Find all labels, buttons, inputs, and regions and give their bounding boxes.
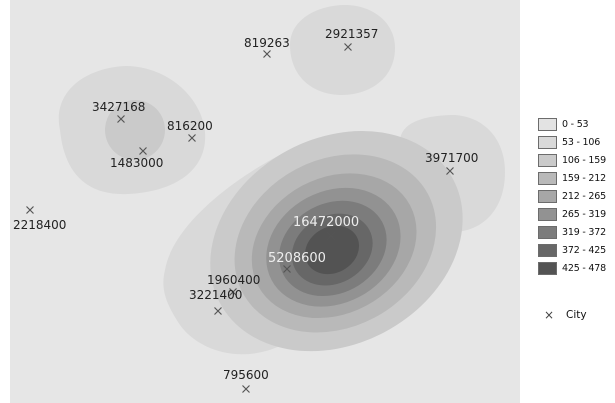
legend-label: 106 - 159 — [562, 154, 606, 166]
city-population-label: 819263 — [244, 36, 290, 50]
city: 795600 — [223, 368, 269, 393]
legend-swatch — [538, 117, 557, 131]
city-layer: 2921357 819263 3427168 816200 1483000 3971700… — [13, 27, 478, 393]
legend-label: 265 - 319 — [562, 209, 606, 221]
density-zone-53-106 — [290, 5, 395, 95]
city-marker-icon — [139, 147, 147, 155]
legend-label: 319 - 372 — [562, 227, 606, 239]
density-zone-425-478 — [305, 225, 360, 275]
city-population-label: 5208600 — [268, 251, 326, 266]
city-marker-icon — [446, 167, 454, 175]
city-marker-icon — [283, 265, 291, 273]
city-marker-icon — [214, 307, 222, 315]
density-zones — [58, 5, 505, 355]
legend-swatch — [538, 171, 557, 185]
legend-label: 159 - 212 — [562, 172, 606, 184]
city-population-label: 816200 — [167, 119, 213, 133]
city-marker-icon — [117, 115, 125, 123]
city-population-label: 1483000 — [110, 156, 163, 170]
city-population-label: 1960400 — [207, 273, 260, 287]
city-marker-icon — [26, 206, 34, 214]
legend-row: 265 - 319 — [538, 205, 615, 223]
city-population-label: 2218400 — [13, 218, 66, 232]
legend-row: 53 - 106 — [538, 133, 615, 151]
city-population-label: 795600 — [223, 368, 269, 382]
city: 816200 — [167, 119, 213, 142]
density-map: 2921357 819263 3427168 816200 1483000 3971700… — [10, 0, 520, 403]
legend-swatch — [538, 262, 557, 276]
city-population-label: 3427168 — [92, 100, 145, 114]
city: 1483000 — [110, 147, 163, 170]
city-population-label: 2921357 — [325, 27, 378, 41]
city-population-label: 3221400 — [189, 288, 242, 302]
city: 2921357 — [325, 27, 378, 51]
city: 2218400 — [13, 206, 66, 232]
legend-row: 319 - 372 — [538, 224, 615, 242]
legend-row: 106 - 159 — [538, 151, 615, 169]
city-marker-icon — [344, 43, 352, 51]
legend-swatch — [538, 244, 557, 258]
city: 5208600 — [268, 251, 326, 273]
legend-swatch — [538, 153, 557, 167]
legend-swatch — [538, 208, 557, 222]
density-zone-106-159 — [105, 100, 165, 160]
city-marker-icon — [242, 385, 250, 393]
legend-row: 425 - 478 — [538, 260, 615, 278]
city-population-label: 3971700 — [425, 151, 478, 165]
legend-label: 212 - 265 — [562, 190, 606, 202]
city: 1960400 — [207, 273, 260, 296]
city-population-label: 16472000 — [293, 215, 359, 230]
legend-row: 159 - 212 — [538, 169, 615, 187]
city: 3427168 — [92, 100, 145, 123]
city-marker-icon — [229, 288, 237, 296]
legend-swatch — [538, 189, 557, 203]
city-marker-icon — [327, 232, 335, 240]
city-marker-icon — [263, 50, 271, 58]
city: 3221400 — [189, 288, 242, 315]
legend-swatch — [538, 226, 557, 240]
legend-row: 0 - 53 — [538, 115, 615, 133]
legend-swatch — [538, 135, 557, 149]
city: 3971700 — [425, 151, 478, 175]
legend-label: 0 - 53 — [562, 118, 589, 130]
legend-row: 372 - 425 — [538, 242, 615, 260]
legend-row: 212 - 265 — [538, 187, 615, 205]
city-marker-icon: × — [543, 308, 555, 322]
legend-label: 372 - 425 — [562, 245, 606, 257]
legend-label: 53 - 106 — [562, 136, 601, 148]
city: 819263 — [244, 36, 290, 58]
legend: 0 - 53 53 - 106 106 - 159 159 - 212 212 … — [538, 115, 615, 278]
legend-city-entry: × City — [542, 308, 587, 322]
legend-label: 425 - 478 — [562, 263, 606, 275]
city: 16472000 — [293, 215, 359, 240]
city-marker-icon — [188, 134, 196, 142]
legend-city-label: City — [566, 309, 587, 321]
